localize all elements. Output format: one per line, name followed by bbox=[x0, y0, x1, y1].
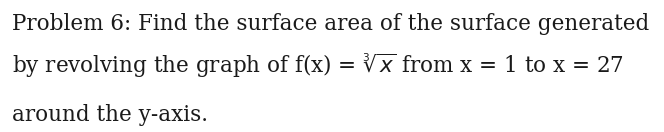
Text: around the y-axis.: around the y-axis. bbox=[12, 104, 208, 126]
Text: Problem 6: Find the surface area of the surface generated: Problem 6: Find the surface area of the … bbox=[12, 13, 649, 35]
Text: by revolving the graph of f(x) = $\sqrt[3]{x}$ from x = 1 to x = 27: by revolving the graph of f(x) = $\sqrt[… bbox=[12, 52, 624, 80]
